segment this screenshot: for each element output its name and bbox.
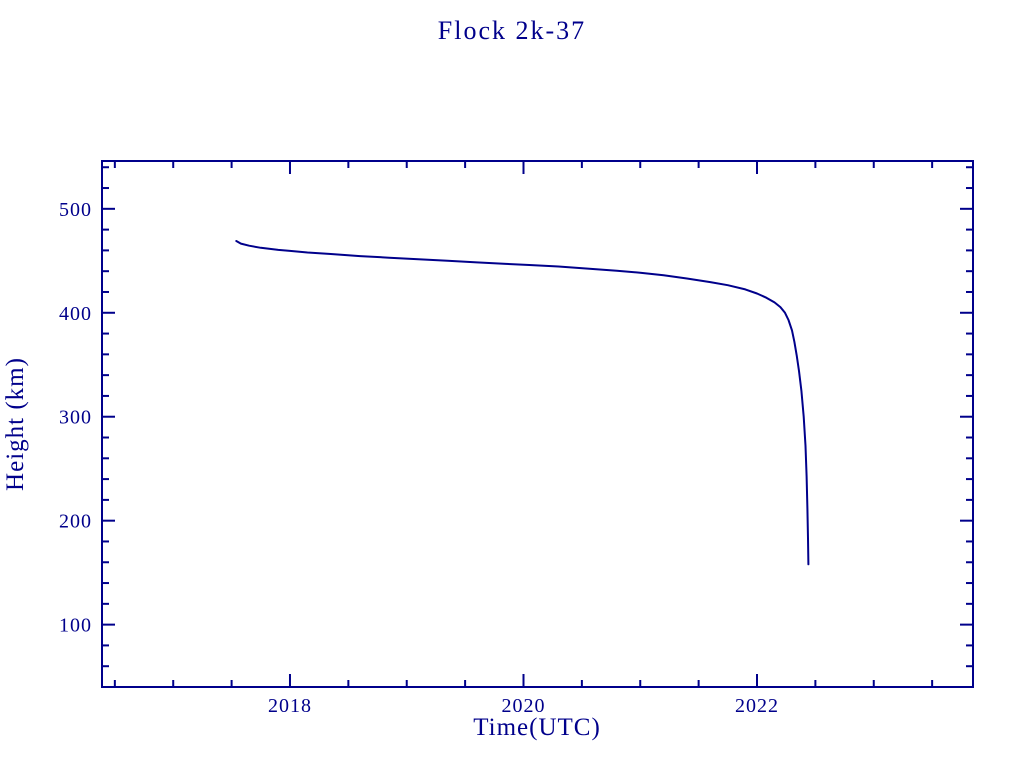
- y-tick-label: 100: [59, 615, 92, 637]
- y-tick-label: 200: [59, 511, 92, 533]
- y-tick-label: 400: [59, 303, 92, 325]
- height-decay-line: [235, 240, 810, 566]
- chart-title: Flock 2k-37: [437, 16, 587, 45]
- y-tick-label: 300: [59, 407, 92, 429]
- x-axis-label: Time(UTC): [473, 714, 601, 741]
- x-tick-label: 2018: [268, 695, 312, 717]
- plot-frame: [101, 160, 974, 688]
- y-tick-label: 500: [59, 199, 92, 221]
- x-tick-label: 2020: [501, 695, 545, 717]
- x-tick-label: 2022: [735, 695, 779, 717]
